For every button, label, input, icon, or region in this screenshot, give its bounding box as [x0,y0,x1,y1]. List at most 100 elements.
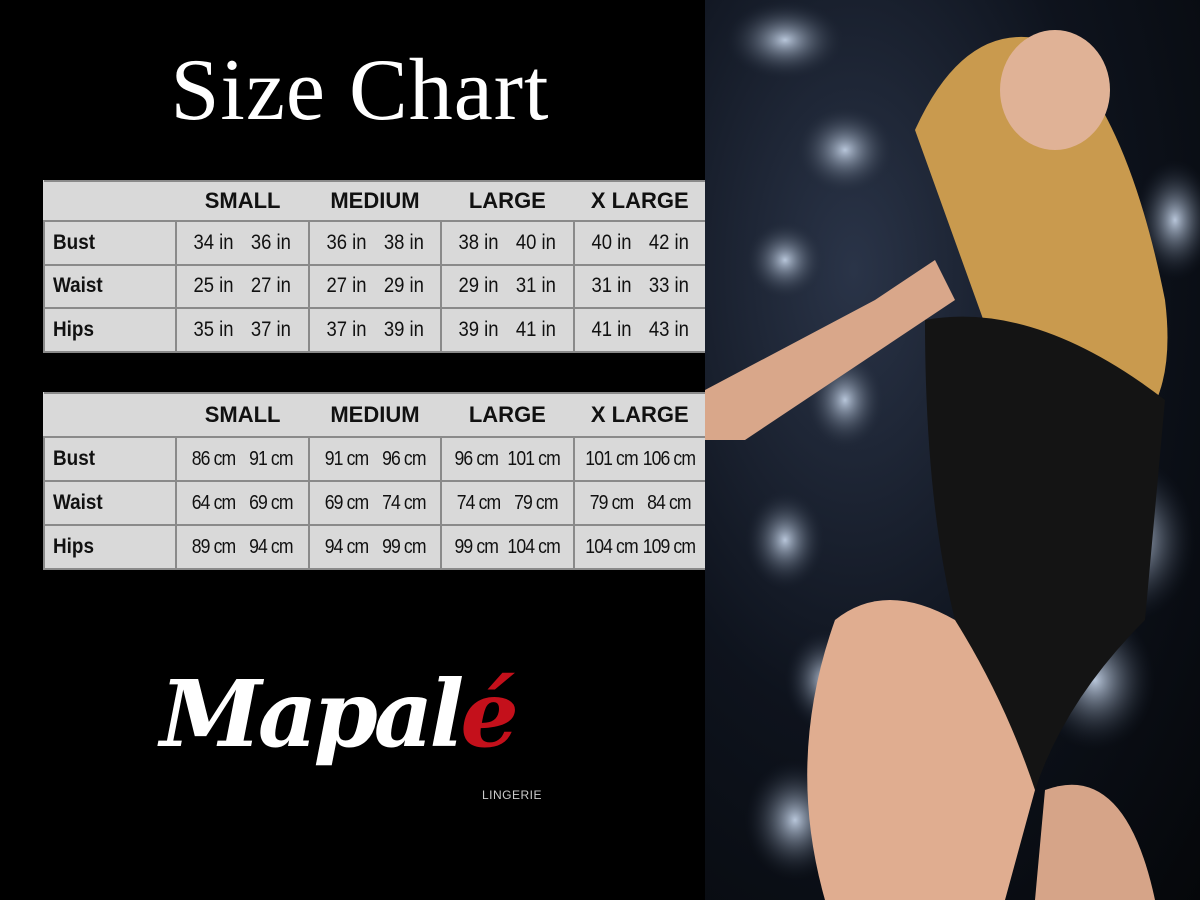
measurement-value: 33 in [648,274,689,298]
measurement-range: 69 cm 74 cm [318,492,433,515]
measurement-value: 99 cm [381,535,426,558]
logo-accent: é [460,660,519,768]
measurement-value: 79 cm [514,491,558,514]
size-cell: 37 in 39 in [307,307,443,353]
measurement-value: 27 in [326,274,367,298]
measurement-value: 84 cm [646,491,691,514]
measurement-range: 86 cm 91 cm [185,448,300,471]
measurement-value: 37 in [326,318,367,342]
measurement-value: 64 cm [192,491,236,514]
table-row-waist: Waist 64 cm 69 cm 69 cm 74 cm 74 cm 79 cm 79 cm… [43,480,708,526]
table-row-waist: Waist 25 in 27 in 27 in 29 in 29 in 31 in 31 in… [43,263,708,310]
measurement-value: 36 in [326,230,367,254]
measurement-value: 91 cm [324,447,369,470]
measurement-value: 39 in [383,318,424,342]
table-row-bust: Bust 34 in 36 in 36 in 38 in 38 in 40 in 40 in 4… [43,220,708,266]
measurement-value: 96 cm [454,447,499,470]
measurement-range: 40 in 42 in [582,231,697,255]
size-header-x-large: X LARGE [573,180,706,222]
measurement-range: 74 cm 79 cm [450,492,565,515]
size-cell: 41 in 43 in [572,307,708,353]
size-cell: 25 in 27 in [175,263,310,310]
measurement-value: 69 cm [324,491,369,514]
size-cell: 94 cm 99 cm [307,524,443,570]
size-cell: 79 cm 84 cm [572,480,708,526]
measurement-value: 86 cm [192,447,236,470]
row-label: Hips [43,307,165,353]
size-table-inches: SMALL MEDIUM LARGE X LARGE Bust 34 in 36 in 36 … [43,180,708,353]
measurement-value: 94 cm [324,535,369,558]
measurement-value: 109 cm [642,535,695,558]
measurement-range: 99 cm 104 cm [450,536,565,559]
measurement-range: 39 in 41 in [450,318,565,342]
size-header-row: SMALL MEDIUM LARGE X LARGE [44,392,706,438]
measurement-range: 104 cm 109 cm [582,536,697,559]
size-cell: 69 cm 74 cm [307,480,443,526]
measurement-value: 42 in [648,230,689,254]
measurement-value: 41 in [515,318,557,342]
size-header-x-large: X LARGE [573,392,706,438]
measurement-value: 91 cm [249,447,294,470]
measurement-range: 34 in 36 in [185,231,300,255]
header-corner [44,180,177,222]
measurement-range: 31 in 33 in [582,274,697,298]
size-table-cm: SMALL MEDIUM LARGE X LARGE Bust 86 cm 91 cm 91 … [43,392,708,570]
measurement-value: 89 cm [192,535,236,558]
measurement-value: 31 in [591,274,632,298]
measurement-value: 94 cm [249,535,294,558]
size-cell: 27 in 29 in [307,263,443,310]
measurement-value: 25 in [193,274,234,298]
measurement-range: 38 in 40 in [450,231,565,255]
logo-subtitle: LINGERIE [482,788,543,802]
table-row-bust: Bust 86 cm 91 cm 91 cm 96 cm 96 cm 101 cm 101 c… [43,436,708,482]
measurement-value: 104 cm [584,535,638,558]
measurement-range: 91 cm 96 cm [318,448,433,471]
measurement-value: 104 cm [507,535,561,558]
measurement-value: 69 cm [249,491,294,514]
measurement-range: 89 cm 94 cm [185,536,300,559]
size-cell: 39 in 41 in [440,307,575,353]
measurement-range: 29 in 31 in [450,274,565,298]
measurement-value: 101 cm [584,447,638,470]
measurement-value: 39 in [458,318,499,342]
size-cell: 91 cm 96 cm [307,436,443,482]
size-cell: 99 cm 104 cm [440,524,575,570]
measurement-value: 38 in [383,230,424,254]
size-cell: 38 in 40 in [440,220,575,266]
measurement-range: 94 cm 99 cm [318,536,433,559]
size-cell: 64 cm 69 cm [175,480,310,526]
model-photo-illustration [705,0,1200,900]
measurement-range: 36 in 38 in [318,231,433,255]
model-photo [705,0,1200,900]
size-header-large: LARGE [441,180,574,222]
size-cell: 36 in 38 in [307,220,443,266]
size-cell: 96 cm 101 cm [440,436,575,482]
measurement-value: 43 in [648,318,689,342]
header-corner [44,392,177,438]
measurement-value: 106 cm [642,447,695,470]
size-cell: 35 in 37 in [175,307,310,353]
measurement-value: 101 cm [507,447,561,470]
measurement-value: 29 in [458,274,499,298]
size-cell: 31 in 33 in [572,263,708,310]
measurement-value: 27 in [251,274,292,298]
measurement-range: 25 in 27 in [185,274,300,298]
measurement-value: 40 in [591,230,632,254]
model-figure [705,30,1168,900]
size-header-large: LARGE [441,392,574,438]
size-header-row: SMALL MEDIUM LARGE X LARGE [44,180,706,222]
size-cell: 104 cm 109 cm [572,524,708,570]
measurement-value: 40 in [515,230,557,254]
measurement-value: 41 in [591,318,632,342]
row-label: Waist [43,480,165,526]
measurement-range: 64 cm 69 cm [185,492,300,515]
row-label: Bust [43,220,165,266]
logo-text: Mapal [160,660,464,768]
table-row-hips: Hips 35 in 37 in 37 in 39 in 39 in 41 in 41 in 4… [43,307,708,353]
measurement-value: 35 in [193,318,234,342]
measurement-range: 79 cm 84 cm [582,492,697,515]
row-label: Waist [43,263,165,310]
measurement-range: 96 cm 101 cm [450,448,565,471]
row-label: Hips [43,524,165,570]
page-title: Size Chart [170,42,550,139]
